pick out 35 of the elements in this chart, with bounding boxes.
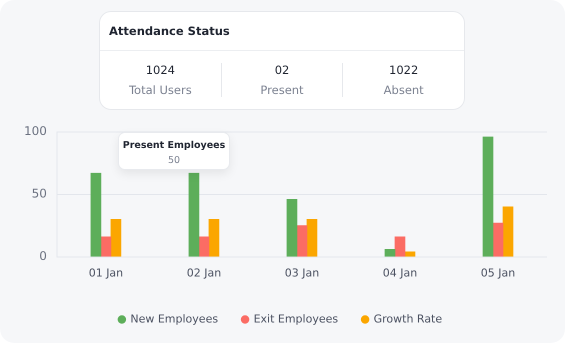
legend-label: Growth Rate — [374, 312, 442, 326]
y-tick-label: 50 — [32, 186, 47, 201]
bar — [90, 172, 102, 257]
bar — [110, 219, 122, 257]
x-tick-label: 01 Jan — [88, 266, 124, 280]
text: 1024 — [144, 63, 176, 77]
bar — [208, 219, 220, 257]
bar — [502, 206, 514, 257]
bar — [404, 251, 416, 257]
bar — [394, 236, 406, 257]
text: Attendance Status — [100, 12, 464, 51]
text: Absent — [382, 83, 425, 97]
text: Total Users — [128, 83, 193, 97]
text: 02 — [274, 63, 290, 77]
bar — [188, 172, 200, 257]
bar — [100, 236, 112, 257]
annotation: 50 — [166, 155, 182, 166]
bar — [296, 225, 308, 257]
bar — [286, 199, 298, 257]
legend-label: Exit Employees — [254, 312, 338, 326]
bar — [492, 222, 504, 257]
y-tick-label: 100 — [24, 124, 47, 138]
bar — [198, 236, 210, 257]
text: Present — [259, 83, 305, 97]
bar — [482, 136, 494, 257]
x-tick-label: 02 Jan — [186, 266, 222, 280]
x-tick-label: 04 Jan — [382, 266, 418, 280]
x-tick-label: 05 Jan — [480, 266, 516, 280]
text: 1022 — [388, 63, 420, 77]
legend-label: New Employees — [130, 312, 218, 326]
annotation: Present Employees — [122, 140, 226, 151]
y-tick-label: 0 — [39, 248, 47, 263]
bar — [306, 219, 318, 257]
x-tick-label: 03 Jan — [284, 266, 320, 280]
bar — [384, 248, 396, 257]
